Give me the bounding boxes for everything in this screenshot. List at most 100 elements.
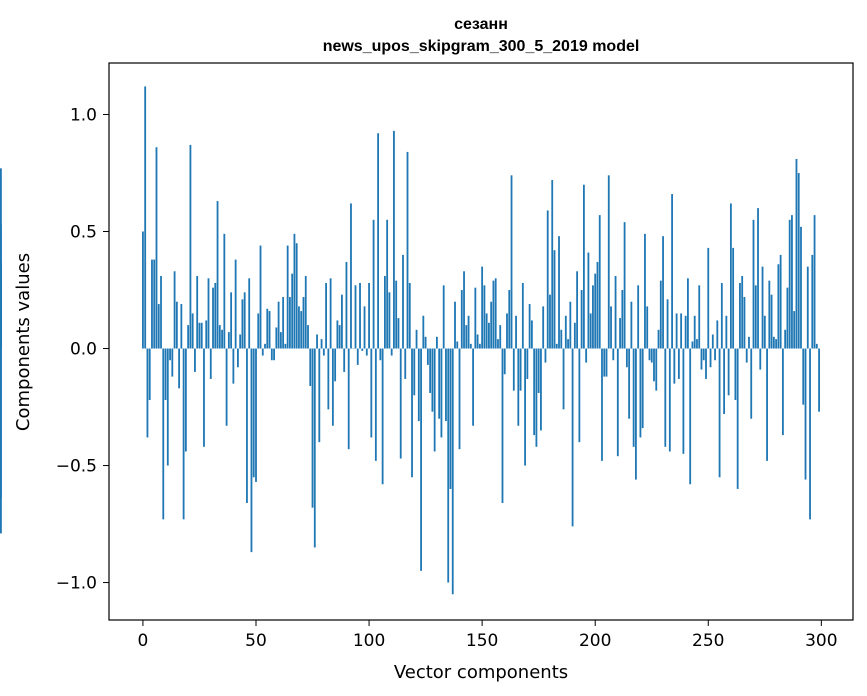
bar-28 bbox=[205, 320, 208, 349]
bar-102 bbox=[372, 219, 375, 349]
bar-98 bbox=[363, 306, 366, 349]
bar-126 bbox=[426, 348, 429, 365]
bar-36 bbox=[223, 233, 226, 349]
bar-38 bbox=[227, 332, 230, 349]
bar-129 bbox=[433, 348, 436, 452]
bar-46 bbox=[246, 348, 248, 503]
bar-199 bbox=[592, 285, 594, 349]
bar-207 bbox=[610, 306, 612, 349]
bar-128 bbox=[431, 348, 434, 412]
bar-297 bbox=[813, 215, 816, 349]
bar-159 bbox=[501, 348, 504, 503]
bar-294 bbox=[806, 266, 809, 349]
bar-152 bbox=[485, 313, 488, 349]
bar-245 bbox=[696, 339, 698, 349]
bar-41 bbox=[234, 259, 237, 349]
bar-173 bbox=[533, 348, 536, 436]
bar-72 bbox=[304, 275, 307, 349]
bar-196 bbox=[585, 348, 588, 363]
bar-277 bbox=[768, 280, 771, 349]
bar-237 bbox=[677, 348, 680, 379]
bar-193 bbox=[578, 348, 581, 443]
bar-34 bbox=[218, 325, 221, 349]
bar-176 bbox=[540, 348, 542, 431]
bar-49 bbox=[252, 348, 255, 478]
bar-253 bbox=[714, 348, 716, 361]
bar-211 bbox=[619, 318, 621, 349]
bar-75 bbox=[311, 348, 314, 508]
y-tick-label: 0.5 bbox=[70, 223, 97, 243]
bar-113 bbox=[397, 318, 400, 349]
plot-frame bbox=[108, 62, 854, 621]
bar-206 bbox=[607, 175, 610, 349]
bar-228 bbox=[657, 329, 660, 349]
bar-13 bbox=[171, 348, 174, 377]
bar-33 bbox=[216, 201, 219, 349]
bar-109 bbox=[388, 292, 391, 349]
bar-229 bbox=[659, 280, 662, 349]
bar-143 bbox=[465, 325, 468, 349]
bar-154 bbox=[490, 301, 493, 349]
bar-256 bbox=[720, 282, 723, 349]
bar-140 bbox=[458, 348, 461, 450]
bar-undefined bbox=[0, 348, 2, 534]
bar-137 bbox=[451, 348, 454, 595]
bar-209 bbox=[614, 275, 617, 349]
bar-282 bbox=[779, 254, 782, 349]
bar-77 bbox=[316, 334, 318, 349]
bar-162 bbox=[508, 290, 511, 349]
bar-17 bbox=[180, 304, 183, 349]
bar-238 bbox=[680, 313, 683, 349]
bar-4 bbox=[151, 259, 153, 349]
bar-87 bbox=[338, 325, 341, 349]
y-tick-label: −1.0 bbox=[56, 574, 97, 594]
bar-114 bbox=[399, 348, 402, 459]
bar-84 bbox=[331, 348, 334, 426]
bar-290 bbox=[797, 173, 800, 349]
bar-70 bbox=[300, 311, 303, 349]
bar-119 bbox=[411, 348, 413, 478]
bar-234 bbox=[671, 194, 673, 349]
bar-216 bbox=[630, 301, 633, 349]
y-axis-label: Components values bbox=[13, 253, 34, 431]
x-axis-ticks: 0 50 100 150 200 250 300 bbox=[138, 620, 838, 651]
bar-23 bbox=[194, 348, 196, 372]
bar-56 bbox=[268, 311, 271, 349]
bar-276 bbox=[766, 348, 768, 461]
bar-71 bbox=[302, 297, 305, 349]
chart-subtitle: news_upos_skipgram_300_5_2019 model bbox=[323, 38, 640, 55]
bar-257 bbox=[723, 348, 726, 415]
chart-title: сезанн bbox=[454, 16, 508, 33]
bar-135 bbox=[447, 348, 450, 583]
bar-247 bbox=[700, 348, 703, 370]
bar-12 bbox=[169, 348, 171, 361]
bar-166 bbox=[517, 348, 520, 426]
bar-200 bbox=[594, 273, 597, 349]
bar-284 bbox=[784, 329, 787, 349]
bar-107 bbox=[383, 275, 386, 349]
bar-169 bbox=[524, 348, 526, 466]
bar-185 bbox=[560, 329, 563, 349]
bar-156 bbox=[494, 278, 497, 349]
bar-132 bbox=[440, 348, 443, 438]
y-tick-label: −0.5 bbox=[56, 457, 97, 477]
bar-280 bbox=[775, 339, 778, 349]
bar-191 bbox=[573, 322, 576, 349]
bar-275 bbox=[763, 315, 766, 349]
bar-158 bbox=[499, 325, 502, 349]
bar-78 bbox=[318, 348, 321, 443]
bar-139 bbox=[456, 341, 459, 349]
bar-251 bbox=[709, 348, 712, 368]
bar-117 bbox=[406, 151, 409, 349]
bar-142 bbox=[463, 271, 465, 349]
bar-172 bbox=[530, 320, 533, 349]
bar-241 bbox=[687, 278, 689, 349]
bar-10 bbox=[164, 348, 167, 401]
bar-252 bbox=[711, 334, 714, 349]
bar-110 bbox=[390, 348, 393, 356]
bar-170 bbox=[526, 348, 529, 379]
bar-261 bbox=[732, 247, 735, 349]
bar-22 bbox=[191, 313, 194, 349]
bar-292 bbox=[802, 348, 805, 405]
bar-131 bbox=[438, 348, 441, 419]
